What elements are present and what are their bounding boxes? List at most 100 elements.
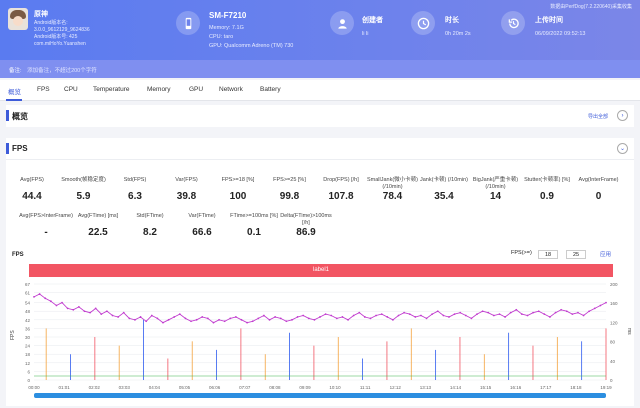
- fps-point: [582, 314, 585, 317]
- y2-axis-label: ms: [626, 328, 632, 335]
- fps-chart: 0 6 12 18 24 30 36 42 48 54 61 67 0 40 80 120 160 200 00:0…: [6, 280, 634, 406]
- creator-value: li li: [362, 31, 369, 37]
- fps-point: [212, 321, 215, 324]
- fps-point: [532, 311, 534, 314]
- y2-tick-label: 80: [610, 340, 616, 345]
- label-bar[interactable]: label1: [29, 264, 613, 277]
- fps-point: [408, 313, 411, 315]
- device-model: SM-F7210: [209, 11, 247, 20]
- y-tick-label: 18: [25, 352, 31, 357]
- x-tick-label: 17:17: [540, 385, 552, 390]
- fps-point: [386, 316, 389, 318]
- export-all-link[interactable]: 导出全部: [587, 114, 608, 120]
- y-tick-label: 36: [25, 326, 31, 331]
- fps-point: [291, 318, 293, 321]
- x-tick-label: 13:13: [420, 385, 432, 390]
- fps-point: [476, 313, 478, 315]
- fps-point: [195, 318, 198, 321]
- tab-memory[interactable]: Memory: [147, 86, 171, 93]
- fps-point: [162, 321, 164, 324]
- tab-temperature[interactable]: Temperature: [93, 86, 130, 93]
- metric-label: BigJank(严重卡顿) (/10min): [472, 177, 519, 190]
- x-tick-label: 14:14: [450, 385, 462, 390]
- metric-value: 0: [595, 191, 602, 202]
- fps-point: [599, 304, 602, 307]
- apply-button[interactable]: 应用: [600, 252, 612, 258]
- metric-value: 44.4: [22, 191, 42, 202]
- fps-threshold-1-input[interactable]: 18: [538, 250, 558, 259]
- fps-point: [324, 313, 327, 315]
- creator-label: 创建者: [362, 17, 383, 24]
- fps-point: [543, 313, 546, 315]
- y2-tick-label: 200: [610, 282, 618, 287]
- metric-label: FTime>=100ms [%]: [230, 213, 278, 219]
- note-bar[interactable]: 备注: 添加备注，不超过200个字符: [0, 60, 640, 78]
- tab-cpu[interactable]: CPU: [64, 86, 78, 93]
- upload-value: 06/09/2022 09:52:13: [535, 31, 586, 37]
- fps-threshold-2-input[interactable]: 25: [566, 250, 586, 259]
- fps-point: [44, 297, 47, 300]
- overview-section: 概览 导出全部 ›: [6, 105, 634, 127]
- y2-tick-label: 0: [610, 378, 613, 383]
- fps-point: [223, 320, 226, 323]
- metric-label: Avg(InterFrame): [578, 177, 619, 183]
- fps-point: [38, 293, 41, 295]
- tab-fps[interactable]: FPS: [37, 86, 50, 93]
- fps-point: [285, 320, 288, 323]
- timeline-scrollbar[interactable]: [34, 393, 606, 398]
- x-tick-label: 04:04: [149, 385, 161, 390]
- x-tick-label: 16:16: [510, 385, 522, 390]
- fps-point: [571, 313, 574, 315]
- x-tick-label: 05:05: [179, 385, 191, 390]
- fps-point: [577, 311, 579, 314]
- x-tick-label: 07:07: [239, 385, 251, 390]
- fps-point: [128, 317, 131, 320]
- fps-point: [453, 313, 456, 315]
- fps-point: [431, 313, 434, 315]
- fps-point: [229, 317, 232, 320]
- note-input[interactable]: 添加备注，不超过200个字符: [27, 68, 97, 74]
- y-tick-label: 30: [25, 335, 31, 340]
- y-tick-label: 61: [25, 291, 31, 296]
- fps-point: [234, 316, 237, 318]
- history-icon: [501, 11, 525, 35]
- fps-point: [565, 310, 568, 313]
- x-tick-label: 00:00: [28, 385, 40, 390]
- tab-network[interactable]: Network: [219, 86, 243, 93]
- y-tick-label: 12: [25, 361, 31, 366]
- tab-overview[interactable]: 概览: [8, 89, 21, 96]
- tab-battery[interactable]: Battery: [260, 86, 281, 93]
- metric-label: Std(FTime): [136, 213, 164, 219]
- fps-point: [156, 317, 159, 320]
- fps-point: [178, 313, 181, 315]
- fps-point: [397, 314, 400, 317]
- fps-chart-svg: 0 6 12 18 24 30 36 42 48 54 61 67 0 40 80 120 160 200 00:0…: [10, 282, 632, 390]
- metric-value: 107.8: [328, 191, 354, 202]
- x-tick-label: 06:06: [209, 385, 221, 390]
- collapse-button[interactable]: ⌄: [617, 143, 628, 154]
- metric-label: Jank(卡顿) (/10min): [420, 177, 468, 183]
- overview-more-button[interactable]: ›: [617, 110, 628, 121]
- y-tick-label: 48: [25, 309, 31, 314]
- fps-point: [66, 307, 69, 310]
- fps-point: [111, 314, 114, 317]
- metric-label: Var(FPS): [175, 177, 198, 183]
- x-tick-label: 09:09: [299, 385, 311, 390]
- fps-point: [481, 310, 484, 313]
- x-tick-label: 19:19: [600, 385, 612, 390]
- fps-point: [100, 313, 103, 315]
- section-marker: [6, 143, 9, 154]
- y-tick-label: 67: [25, 282, 31, 287]
- fps-point: [605, 301, 607, 304]
- fps-line: [33, 293, 607, 324]
- fps-point: [347, 318, 349, 321]
- fps-point: [425, 317, 428, 320]
- report-header: 原神 Android版本名: 3.0.0_9612129_9624836 And…: [0, 0, 640, 60]
- fps-point: [307, 317, 310, 320]
- clock-icon: [411, 11, 435, 35]
- x-tick-label: 11:11: [360, 385, 371, 390]
- metric-value: 86.9: [296, 227, 316, 238]
- tab-gpu[interactable]: GPU: [189, 86, 204, 93]
- phone-icon: [176, 11, 200, 35]
- fps-point: [392, 318, 394, 321]
